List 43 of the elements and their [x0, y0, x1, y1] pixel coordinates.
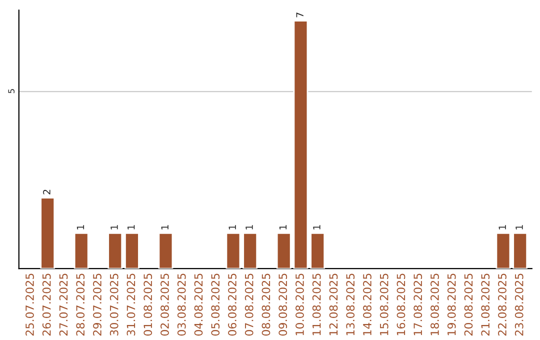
- x-tick-label: 08.08.2025: [262, 274, 270, 336]
- data-label: 1: [161, 225, 168, 230]
- x-tick-label: 12.08.2025: [329, 274, 338, 336]
- x-tick-label: 25.07.2025: [26, 274, 34, 336]
- x-tick-label: 23.08.2025: [514, 274, 524, 336]
- x-tick-label: 31.07.2025: [126, 274, 136, 336]
- x-tick-label: 01.08.2025: [144, 274, 152, 336]
- x-tick-label: 18.08.2025: [430, 274, 439, 336]
- x-tick-label: 26.07.2025: [42, 274, 51, 336]
- data-label: 1: [313, 225, 320, 230]
- x-tick-label: 10.08.2025: [296, 274, 304, 336]
- x-tick-label: 22.08.2025: [498, 274, 506, 336]
- x-tick-label: 19.08.2025: [447, 274, 456, 336]
- x-tick-label: 29.07.2025: [93, 274, 102, 336]
- data-label: 1: [279, 225, 287, 230]
- x-tick-label: 13.08.2025: [346, 274, 355, 336]
- x-tick-label: 11.08.2025: [312, 274, 321, 336]
- data-label: 1: [128, 225, 135, 230]
- x-tick-label: 21.08.2025: [481, 274, 490, 336]
- data-label: 1: [110, 225, 118, 230]
- data-label: 2: [43, 190, 50, 194]
- x-tick-label: 06.08.2025: [228, 274, 236, 336]
- x-tick-label: 30.07.2025: [110, 274, 118, 336]
- data-label: 1: [498, 225, 506, 230]
- x-tick-label: 15.08.2025: [380, 274, 388, 336]
- x-tick-label: 16.08.2025: [396, 274, 406, 336]
- data-label: 1: [246, 225, 253, 230]
- x-tick-label: 09.08.2025: [278, 274, 288, 336]
- x-tick-label: 07.08.2025: [244, 274, 254, 336]
- x-tick-label: 14.08.2025: [363, 274, 372, 336]
- x-tick-label: 04.08.2025: [194, 274, 203, 336]
- x-tick-label: 20.08.2025: [464, 274, 473, 336]
- x-tick-label: 05.08.2025: [211, 274, 220, 336]
- data-label: 1: [76, 225, 84, 230]
- data-label: 7: [296, 12, 304, 18]
- y-tick-label: 5: [8, 89, 15, 94]
- x-tick-label: 27.07.2025: [59, 274, 68, 336]
- x-tick-label: 17.08.2025: [414, 274, 422, 336]
- x-tick-label: 28.07.2025: [76, 274, 85, 336]
- x-tick-label: 02.08.2025: [160, 274, 169, 336]
- data-label: 1: [516, 225, 523, 230]
- data-label: 1: [228, 225, 236, 230]
- x-tick-label: 03.08.2025: [177, 274, 186, 336]
